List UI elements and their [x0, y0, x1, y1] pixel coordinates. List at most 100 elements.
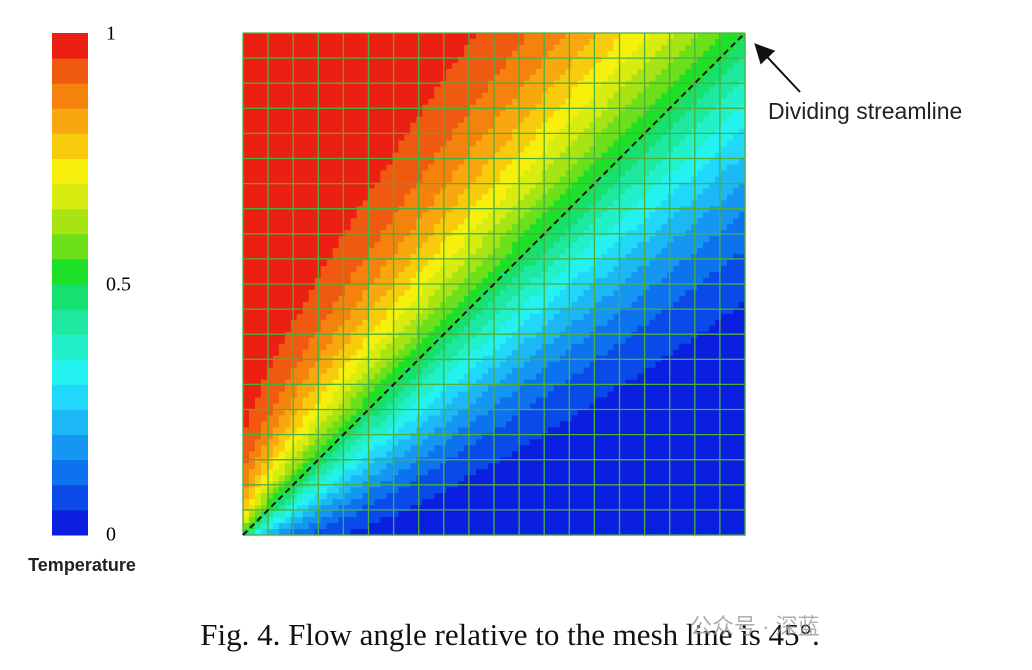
field-cell [571, 158, 579, 166]
field-cell [410, 38, 417, 46]
field-cell [374, 38, 382, 46]
field-cell [326, 433, 334, 440]
field-cell [302, 74, 310, 82]
field-cell [410, 194, 417, 201]
field-cell [386, 493, 394, 500]
field-cell [410, 475, 417, 482]
field-cell [374, 188, 382, 195]
field-cell [416, 451, 423, 458]
field-cell [398, 188, 405, 195]
field-cell [284, 266, 292, 273]
field-cell [338, 391, 346, 399]
field-cell [523, 301, 531, 309]
field-cell [547, 38, 555, 46]
field-cell [278, 415, 286, 423]
field-cell [368, 295, 376, 303]
field-cell [308, 218, 316, 225]
field-cell [547, 80, 555, 88]
field-cell [541, 433, 549, 440]
field-cell [529, 403, 537, 411]
field-cell [446, 445, 453, 452]
field-cell [589, 295, 597, 303]
field-cell [428, 367, 435, 375]
field-cell [296, 499, 304, 506]
field-cell [326, 403, 334, 411]
field-cell [266, 146, 274, 154]
field-cell [416, 325, 423, 333]
field-cell [380, 254, 388, 261]
field-cell [254, 289, 262, 297]
field-cell [416, 56, 423, 64]
field-cell [374, 349, 382, 357]
field-cell [320, 499, 328, 506]
field-cell [428, 529, 435, 536]
field-cell [260, 68, 268, 76]
field-cell [583, 433, 591, 440]
field-cell [523, 122, 531, 130]
field-cell [535, 158, 543, 166]
field-cell [254, 50, 262, 58]
field-cell [535, 295, 543, 303]
field-cell [452, 487, 459, 494]
field-cell [553, 505, 561, 512]
field-cell [577, 373, 585, 381]
field-cell [511, 158, 519, 166]
field-cell [380, 451, 388, 458]
field-cell [290, 146, 298, 154]
field-cell [482, 116, 489, 124]
field-cell [505, 361, 513, 369]
field-cell [398, 511, 405, 518]
field-cell [260, 128, 268, 136]
field-cell [446, 152, 453, 160]
field-cell [458, 44, 465, 52]
field-cell [320, 164, 328, 172]
field-cell [344, 511, 352, 518]
field-cell [577, 33, 585, 40]
field-cell [511, 152, 519, 160]
field-cell [243, 505, 250, 512]
field-cell [488, 517, 495, 524]
field-cell [499, 266, 507, 273]
field-cell [452, 367, 459, 375]
field-cell [505, 128, 513, 136]
field-cell [535, 301, 543, 309]
field-cell [547, 325, 555, 333]
field-cell [290, 403, 298, 411]
field-cell [434, 517, 441, 524]
field-cell [470, 170, 477, 178]
field-cell [476, 122, 483, 130]
field-cell [535, 116, 543, 124]
field-cell [416, 44, 423, 52]
field-cell [559, 421, 567, 429]
field-cell [464, 451, 471, 458]
field-cell [320, 188, 328, 195]
field-cell [541, 110, 549, 118]
field-cell [392, 499, 399, 506]
field-cell [243, 110, 250, 118]
field-cell [577, 206, 585, 213]
field-cell [505, 188, 513, 195]
field-cell [356, 224, 364, 231]
field-cell [452, 68, 459, 76]
field-cell [266, 307, 274, 315]
field-cell [589, 248, 597, 255]
field-cell [356, 511, 364, 518]
field-cell [577, 236, 585, 243]
field-cell [398, 218, 405, 225]
field-cell [254, 337, 262, 345]
field-cell [284, 110, 292, 118]
field-cell [398, 164, 405, 172]
field-cell [529, 445, 537, 452]
field-cell [284, 517, 292, 524]
field-cell [529, 439, 537, 446]
field-cell [434, 523, 441, 530]
field-cell [470, 158, 477, 166]
field-cell [356, 475, 364, 482]
field-cell [320, 385, 328, 393]
field-cell [422, 248, 429, 255]
field-cell [320, 511, 328, 518]
field-cell [523, 254, 531, 261]
field-cell [589, 134, 597, 142]
field-cell [248, 158, 256, 166]
field-cell [535, 397, 543, 405]
